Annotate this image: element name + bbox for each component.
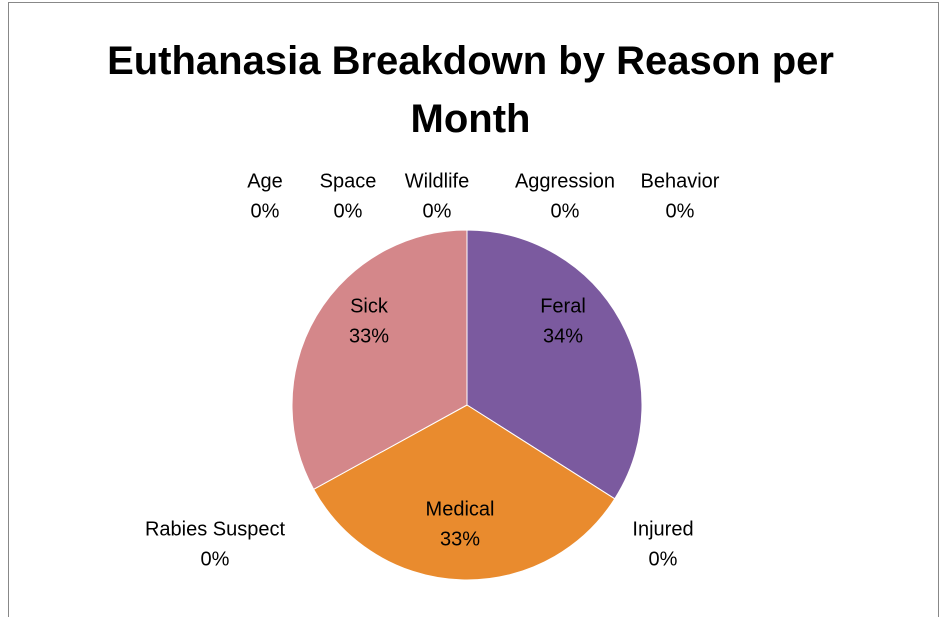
slice-label-value: 0% [201,548,230,570]
chart-title: Euthanasia Breakdown by Reason per Month [107,39,834,141]
slice-label-value: 0% [551,200,580,222]
slice-label-name: Sick [350,295,389,317]
slice-label-name: Aggression [515,170,615,192]
slice-label-value: 33% [349,325,389,347]
slice-label-name: Feral [540,295,586,317]
slice-label-name: Injured [632,518,693,540]
slice-label-name: Rabies Suspect [145,518,286,540]
chart-frame [8,2,939,617]
slice-label-value: 0% [649,548,678,570]
slice-label-value: 34% [543,325,583,347]
slice-label-value: 0% [334,200,363,222]
slice-label-name: Space [320,170,377,192]
slice-label-name: Medical [426,498,495,520]
slice-label-value: 0% [251,200,280,222]
slice-label-name: Wildlife [405,170,469,192]
pie-slice [312,404,616,581]
pie-slice [291,229,468,490]
slice-label-name: Behavior [641,170,720,192]
slice-label-value: 0% [423,200,452,222]
slice-label-value: 33% [440,528,480,550]
pie-slice [466,229,643,500]
slice-label-name: Age [247,170,283,192]
slice-label-value: 0% [666,200,695,222]
